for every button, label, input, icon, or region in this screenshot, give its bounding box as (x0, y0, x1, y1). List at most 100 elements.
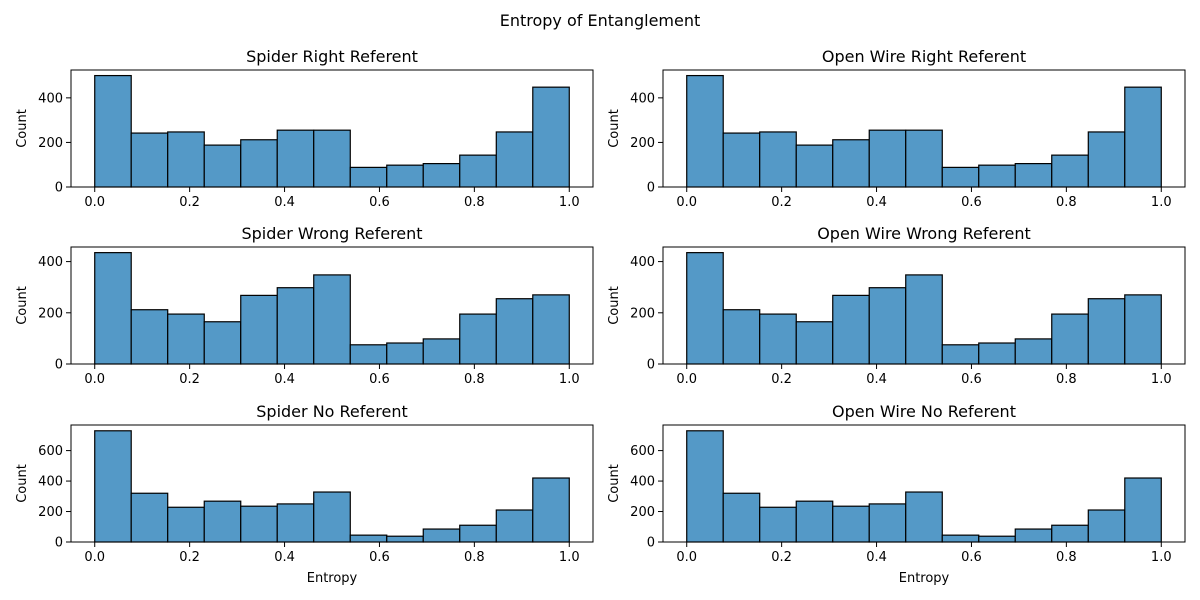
x-tick-label: 1.0 (559, 372, 580, 387)
axes-frame (70, 69, 594, 188)
y-tick-label: 400 (630, 255, 655, 270)
histogram-bar (276, 287, 315, 365)
x-tick-label: 0.6 (369, 195, 390, 210)
histogram-bar (459, 154, 497, 188)
histogram-bar (832, 294, 870, 365)
histogram-bar (349, 166, 388, 188)
histogram-bar (167, 313, 205, 365)
histogram-bar (532, 86, 570, 188)
histogram-bar (313, 129, 351, 188)
x-tick-label: 1.0 (1151, 372, 1172, 387)
histogram-bar (1051, 524, 1089, 543)
histogram-bar (722, 492, 761, 543)
histogram-bar (495, 509, 534, 543)
histogram-bar (978, 164, 1016, 188)
x-tick-label: 0.0 (676, 195, 697, 210)
subplot-5: Spider No Referent 0.0 0.2 0.4 0.6 0.8 1.0 0 200… (15, 402, 594, 586)
x-tick-label: 0.6 (369, 550, 390, 565)
histogram-bar (349, 344, 388, 365)
x-tick-label: 1.0 (1151, 195, 1172, 210)
histogram-bar (167, 506, 205, 543)
histogram-bar (722, 132, 761, 188)
histogram-bar (532, 477, 570, 543)
histogram-bar (905, 274, 943, 365)
x-tick-label: 0.8 (464, 550, 485, 565)
subplot-title: Spider Right Referent (246, 47, 418, 66)
histogram-bar (1087, 131, 1126, 188)
y-axis-label: Count (15, 109, 30, 148)
histogram-bar (459, 524, 497, 543)
x-tick-label: 0.4 (274, 195, 295, 210)
histogram-bar (759, 506, 797, 543)
y-tick-label: 400 (630, 475, 655, 490)
x-tick-label: 0.2 (771, 550, 792, 565)
histogram-bar (240, 294, 278, 365)
histogram-bar (203, 500, 242, 543)
y-tick-label: 200 (38, 136, 63, 151)
x-tick-label: 0.0 (84, 550, 105, 565)
y-tick-label: 400 (38, 475, 63, 490)
histogram-bar (203, 321, 242, 365)
x-tick-label: 0.2 (179, 550, 200, 565)
subplot-title: Open Wire Wrong Referent (817, 224, 1031, 243)
x-tick-label: 0.0 (676, 372, 697, 387)
x-tick-label: 1.0 (1151, 550, 1172, 565)
histogram-bar (422, 528, 461, 543)
histogram-bar (1124, 86, 1162, 188)
histogram-bar (795, 321, 834, 365)
x-tick-label: 0.2 (179, 195, 200, 210)
subplot-title: Spider Wrong Referent (241, 224, 422, 243)
histogram-bar (203, 144, 242, 188)
y-tick-label: 600 (630, 444, 655, 459)
x-tick-label: 0.8 (1056, 550, 1077, 565)
x-tick-label: 0.6 (369, 372, 390, 387)
subplot-title: Open Wire Right Referent (822, 47, 1026, 66)
histogram-bar (1014, 528, 1053, 543)
subplot-3: Spider Wrong Referent 0.0 0.2 0.4 0.6 0.8 1.0 0… (15, 224, 594, 387)
histogram-bar (276, 503, 315, 543)
histogram-bar (495, 131, 534, 188)
histogram-bar (795, 500, 834, 543)
y-tick-label: 200 (630, 505, 655, 520)
histogram-bar (941, 344, 980, 365)
subplot-2: Open Wire Right Referent 0.0 0.2 0.4 0.6 0.8 1… (607, 47, 1186, 210)
histogram-bar (759, 131, 797, 188)
y-tick-label: 200 (38, 306, 63, 321)
histogram-bar (386, 342, 424, 365)
histogram-bar (1014, 338, 1053, 365)
x-tick-label: 0.0 (84, 195, 105, 210)
x-tick-label: 0.8 (1056, 195, 1077, 210)
x-tick-label: 0.4 (274, 372, 295, 387)
histogram-bar (1014, 163, 1053, 188)
x-tick-label: 0.4 (866, 550, 887, 565)
histogram-bar (130, 309, 169, 365)
x-tick-label: 0.2 (771, 195, 792, 210)
histogram-bar (495, 298, 534, 365)
x-tick-label: 0.8 (464, 195, 485, 210)
histogram-bar (686, 430, 724, 543)
histogram-bar (532, 294, 570, 365)
x-tick-label: 0.2 (771, 372, 792, 387)
x-tick-label: 0.2 (179, 372, 200, 387)
x-tick-label: 0.6 (961, 372, 982, 387)
x-tick-label: 0.6 (961, 550, 982, 565)
histogram-bar (240, 505, 278, 543)
y-tick-label: 0 (55, 358, 63, 373)
subplot-title: Open Wire No Referent (832, 402, 1016, 421)
figure-suptitle: Entropy of Entanglement (500, 11, 701, 30)
x-tick-label: 0.4 (866, 372, 887, 387)
histogram-bar (905, 129, 943, 188)
x-tick-label: 0.6 (961, 195, 982, 210)
histogram-bar (422, 163, 461, 188)
x-tick-label: 0.0 (84, 372, 105, 387)
histogram-bar (313, 491, 351, 543)
y-tick-label: 400 (38, 91, 63, 106)
y-axis-label: Count (15, 464, 30, 503)
histogram-bar (240, 139, 278, 188)
histogram-bar (1124, 294, 1162, 365)
subplot-title: Spider No Referent (256, 402, 407, 421)
axes-frame (70, 424, 594, 543)
y-tick-label: 0 (55, 536, 63, 551)
y-tick-label: 200 (630, 306, 655, 321)
